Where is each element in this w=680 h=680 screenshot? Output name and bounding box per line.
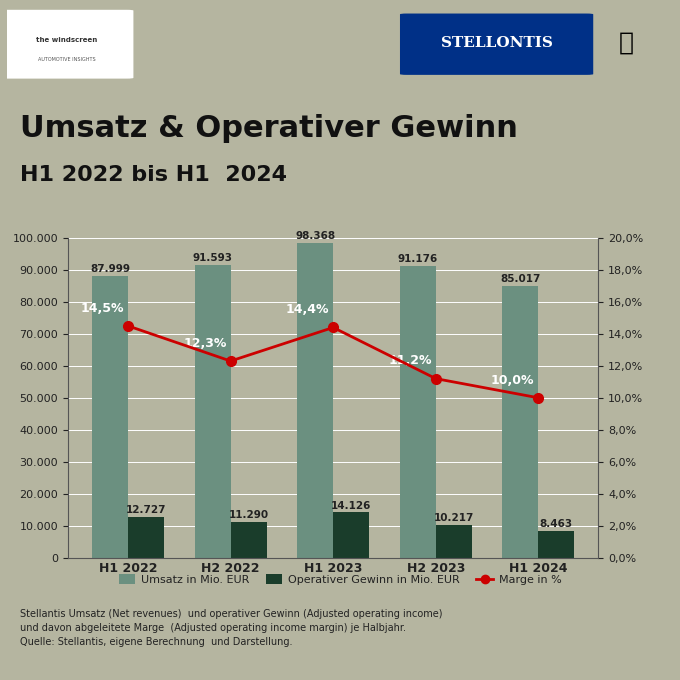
Text: 11,2%: 11,2% — [388, 354, 432, 367]
Text: 14.126: 14.126 — [331, 500, 371, 511]
Text: H1 2022 bis H1  2024: H1 2022 bis H1 2024 — [20, 165, 287, 185]
Bar — [539, 530, 575, 558]
Text: 8.463: 8.463 — [540, 519, 573, 528]
Text: 🌍: 🌍 — [619, 31, 634, 54]
Text: 10,0%: 10,0% — [491, 373, 534, 387]
Text: 85.017: 85.017 — [500, 274, 541, 284]
Text: 91.593: 91.593 — [192, 253, 233, 263]
FancyBboxPatch shape — [0, 10, 133, 79]
Bar — [128, 517, 164, 558]
Text: 14,5%: 14,5% — [81, 302, 124, 315]
Bar — [92, 276, 128, 558]
Text: STELLΟNTIS: STELLΟNTIS — [441, 36, 553, 50]
Bar — [194, 265, 231, 558]
Bar — [400, 266, 436, 558]
Bar — [503, 286, 539, 558]
Legend: Umsatz in Mio. EUR, Operativer Gewinn in Mio. EUR, Marge in %: Umsatz in Mio. EUR, Operativer Gewinn in… — [114, 570, 566, 590]
FancyBboxPatch shape — [400, 14, 593, 75]
Text: Stellantis Umsatz (Net revenues)  und operativer Gewinn (Adjusted operating inco: Stellantis Umsatz (Net revenues) und ope… — [20, 609, 443, 647]
Bar — [333, 513, 369, 558]
Text: 10.217: 10.217 — [434, 513, 474, 523]
Text: AUTOMOTIVE INSIGHTS: AUTOMOTIVE INSIGHTS — [38, 56, 96, 62]
Bar — [231, 522, 267, 558]
Text: Umsatz & Operativer Gewinn: Umsatz & Operativer Gewinn — [20, 114, 518, 143]
Text: 12.727: 12.727 — [126, 505, 166, 515]
Text: 14,4%: 14,4% — [286, 303, 329, 316]
Bar — [436, 525, 472, 558]
Text: 12,3%: 12,3% — [184, 337, 226, 350]
Text: 98.368: 98.368 — [295, 231, 335, 241]
Bar — [297, 243, 333, 558]
Text: 87.999: 87.999 — [90, 265, 130, 275]
Text: 91.176: 91.176 — [398, 254, 438, 265]
Text: 11.290: 11.290 — [228, 509, 269, 520]
Text: the windscreen: the windscreen — [36, 37, 97, 44]
